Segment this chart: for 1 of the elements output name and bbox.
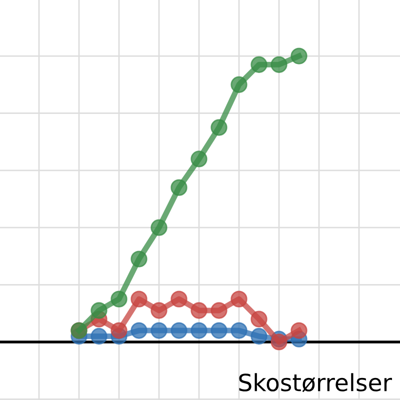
x-axis-title: Skostørrelser xyxy=(239,373,392,392)
